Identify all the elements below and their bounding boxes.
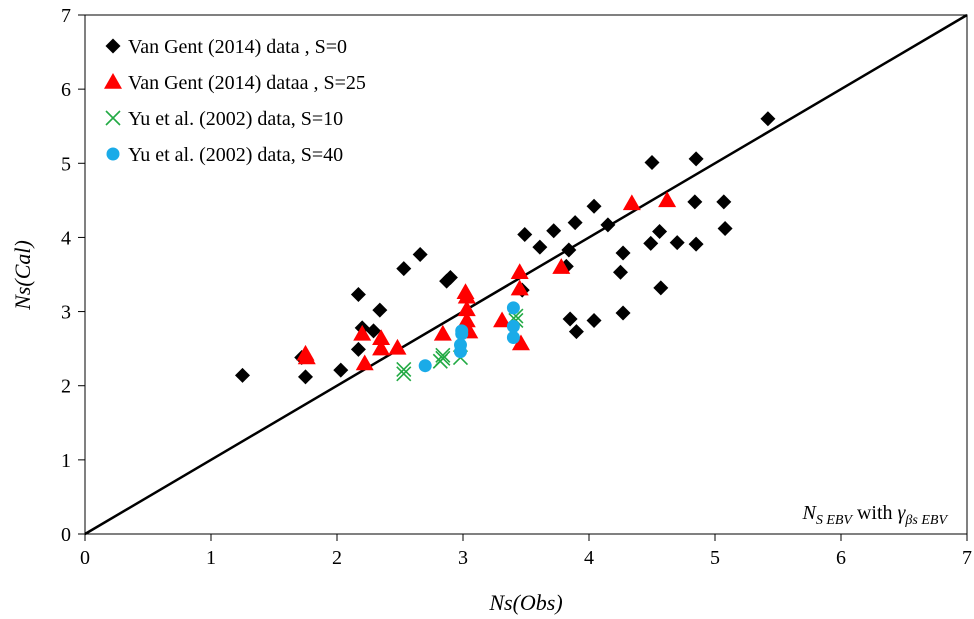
x-tick-label: 7 <box>962 547 972 569</box>
y-tick-label: 3 <box>61 302 71 324</box>
y-tick-label: 5 <box>61 153 71 175</box>
data-point-triangle <box>511 334 530 351</box>
data-point-triangle <box>353 324 372 341</box>
data-point-diamond <box>396 261 412 277</box>
legend-label: Van Gent (2014) dataa , S=25 <box>128 72 366 94</box>
data-point-circle <box>506 301 520 315</box>
data-point-diamond <box>687 194 703 210</box>
data-point-diamond <box>613 264 628 280</box>
x-tick-label: 6 <box>836 547 846 569</box>
data-point-triangle <box>658 191 677 208</box>
data-point-triangle <box>552 258 571 274</box>
data-point-diamond <box>652 223 668 239</box>
data-point-diamond <box>517 226 533 242</box>
y-axis: 0 1 2 3 4 5 6 7 <box>61 5 85 546</box>
data-point-triangle <box>457 287 476 304</box>
data-point-diamond <box>372 302 388 318</box>
data-point-triangle <box>433 324 452 341</box>
data-points <box>235 111 776 385</box>
data-point-diamond <box>643 235 659 251</box>
data-point-triangle <box>510 279 529 296</box>
data-point-triangle <box>372 329 391 346</box>
data-point-diamond <box>350 287 366 303</box>
legend: Van Gent (2014) data , S=0 Van Gent (2014… <box>104 36 366 166</box>
data-point-triangle <box>510 263 529 280</box>
data-point-triangle <box>372 339 391 356</box>
data-point-diamond <box>586 198 602 214</box>
data-point-diamond <box>615 245 631 261</box>
y-tick-label: 4 <box>61 227 71 249</box>
data-point-circle <box>455 324 469 338</box>
data-point-triangle <box>493 311 512 328</box>
data-point-diamond <box>235 367 250 383</box>
x-tick-label: 5 <box>710 547 720 569</box>
x-tick-label: 2 <box>332 547 342 569</box>
legend-label: Van Gent (2014) data , S=0 <box>128 36 347 58</box>
x-tick-label: 0 <box>80 547 90 569</box>
y-tick-label: 2 <box>61 376 71 398</box>
data-point-circle <box>453 338 467 352</box>
data-point-triangle <box>457 300 476 317</box>
data-point-x <box>435 347 451 363</box>
data-point-diamond <box>350 341 366 357</box>
data-point-triangle <box>297 348 316 365</box>
data-point-x <box>396 361 412 377</box>
y-axis-label: Ns(Cal) <box>10 240 35 311</box>
data-point-diamond <box>333 362 349 378</box>
data-point-diamond <box>615 305 631 321</box>
data-point-diamond <box>568 324 584 340</box>
data-point-x <box>396 366 412 382</box>
y-tick-label: 7 <box>61 5 71 27</box>
data-point-diamond <box>688 236 704 252</box>
data-point-diamond <box>412 246 428 262</box>
legend-marker-circle <box>106 147 120 161</box>
data-point-diamond <box>561 242 577 258</box>
data-point-x <box>435 350 451 366</box>
x-tick-label: 1 <box>206 547 216 569</box>
legend-label: Yu et al. (2002) data, S=40 <box>128 144 343 166</box>
data-point-diamond <box>669 235 685 251</box>
data-point-triangle <box>457 311 476 328</box>
data-point-diamond <box>717 221 733 237</box>
y-tick-label: 1 <box>61 450 71 472</box>
legend-marker-diamond <box>105 38 121 54</box>
y-tick-label: 0 <box>61 524 71 546</box>
data-point-diamond <box>600 217 616 233</box>
data-point-diamond <box>532 239 548 255</box>
data-point-circle <box>418 359 432 373</box>
data-point-triangle <box>622 194 641 211</box>
data-point-diamond <box>760 111 776 127</box>
data-point-diamond <box>442 269 458 285</box>
data-point-circle <box>506 319 520 333</box>
data-point-diamond <box>644 155 660 171</box>
data-point-diamond <box>562 311 578 327</box>
x-axis: 0 1 2 3 4 5 6 7 <box>80 534 972 569</box>
data-point-diamond <box>366 323 382 339</box>
data-point-circle <box>506 331 520 345</box>
x-tick-label: 4 <box>584 547 594 569</box>
x-axis-label: Ns(Obs) <box>488 590 562 615</box>
annotation-text: NS EBV with γβs EBV <box>801 502 948 528</box>
legend-marker-triangle <box>104 73 122 89</box>
data-point-diamond <box>546 223 562 239</box>
data-point-diamond <box>716 194 732 210</box>
data-point-diamond <box>586 312 602 328</box>
data-point-diamond <box>567 215 583 231</box>
data-point-diamond <box>298 369 313 385</box>
y-tick-label: 6 <box>61 79 71 101</box>
legend-label: Yu et al. (2002) data, S=10 <box>128 108 343 130</box>
data-point-diamond <box>653 280 669 296</box>
data-point-diamond <box>688 151 704 167</box>
x-tick-label: 3 <box>458 547 468 569</box>
data-point-triangle <box>388 338 407 355</box>
data-point-triangle <box>355 354 374 371</box>
legend-marker-x <box>105 110 121 126</box>
